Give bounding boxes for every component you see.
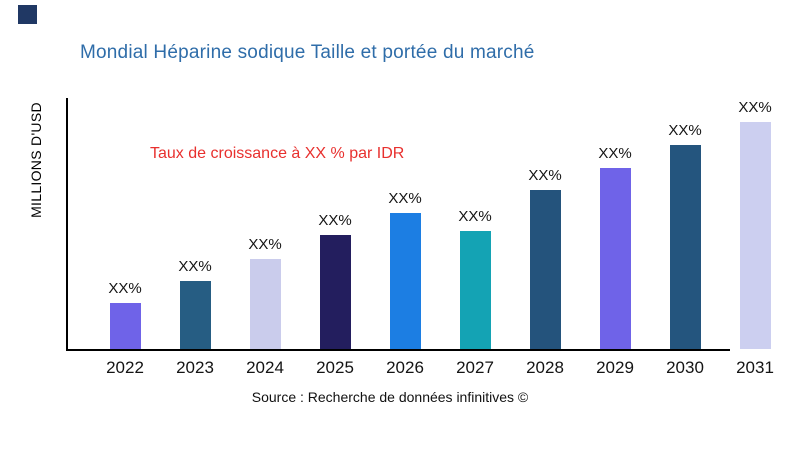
bar-value-label: XX% [318, 212, 352, 229]
bar [319, 235, 351, 349]
bar [669, 145, 701, 349]
page-title: Mondial Héparine sodique Taille et porté… [80, 42, 535, 63]
x-axis-line [66, 349, 730, 351]
bar-value-label: XX% [738, 99, 772, 116]
x-tick-label: 2029 [596, 358, 634, 377]
bar-value-label: XX% [528, 167, 562, 184]
bar-value-label: XX% [668, 122, 702, 139]
growth-rate-annotation: Taux de croissance à XX % par IDR [150, 145, 405, 162]
x-tick-label: 2028 [526, 358, 564, 377]
x-tick-label: 2027 [456, 358, 494, 377]
bar-value-label: XX% [388, 190, 422, 207]
bar [249, 259, 281, 349]
bar-value-label: XX% [598, 145, 632, 162]
bar-group-2031: XX% 2031 [720, 99, 790, 377]
bar-group-2024: XX% 2024 [230, 236, 300, 377]
bar-group-2027: XX% 2027 [440, 208, 510, 377]
bar [459, 231, 491, 349]
bar [529, 190, 561, 349]
x-tick-label: 2023 [176, 358, 214, 377]
logo-mark [18, 5, 37, 24]
x-tick-label: 2031 [736, 358, 774, 377]
x-tick-label: 2024 [246, 358, 284, 377]
bar [179, 281, 211, 349]
bar-group-2030: XX% 2030 [650, 122, 720, 377]
bar-value-label: XX% [458, 208, 492, 225]
bar-group-2028: XX% 2028 [510, 167, 580, 377]
x-tick-label: 2026 [386, 358, 424, 377]
x-tick-label: 2030 [666, 358, 704, 377]
source-note: Source : Recherche de données infinitive… [251, 389, 529, 405]
bar-group-2023: XX% 2023 [160, 258, 230, 377]
bar [389, 213, 421, 349]
x-tick-label: 2022 [106, 358, 144, 377]
bar-group-2025: XX% 2025 [300, 212, 370, 377]
x-tick-label: 2025 [316, 358, 354, 377]
y-axis-label: MILLIONS D'USD [28, 102, 44, 218]
bar-group-2026: XX% 2026 [370, 190, 440, 377]
bar [739, 122, 771, 349]
bar-value-label: XX% [108, 280, 142, 297]
bar-group-2029: XX% 2029 [580, 145, 650, 377]
bar [599, 168, 631, 349]
bar [109, 303, 141, 349]
bar-value-label: XX% [178, 258, 212, 275]
y-axis-line [66, 98, 68, 350]
bar-group-2022: XX% 2022 [90, 280, 160, 377]
bar-value-label: XX% [248, 236, 282, 253]
